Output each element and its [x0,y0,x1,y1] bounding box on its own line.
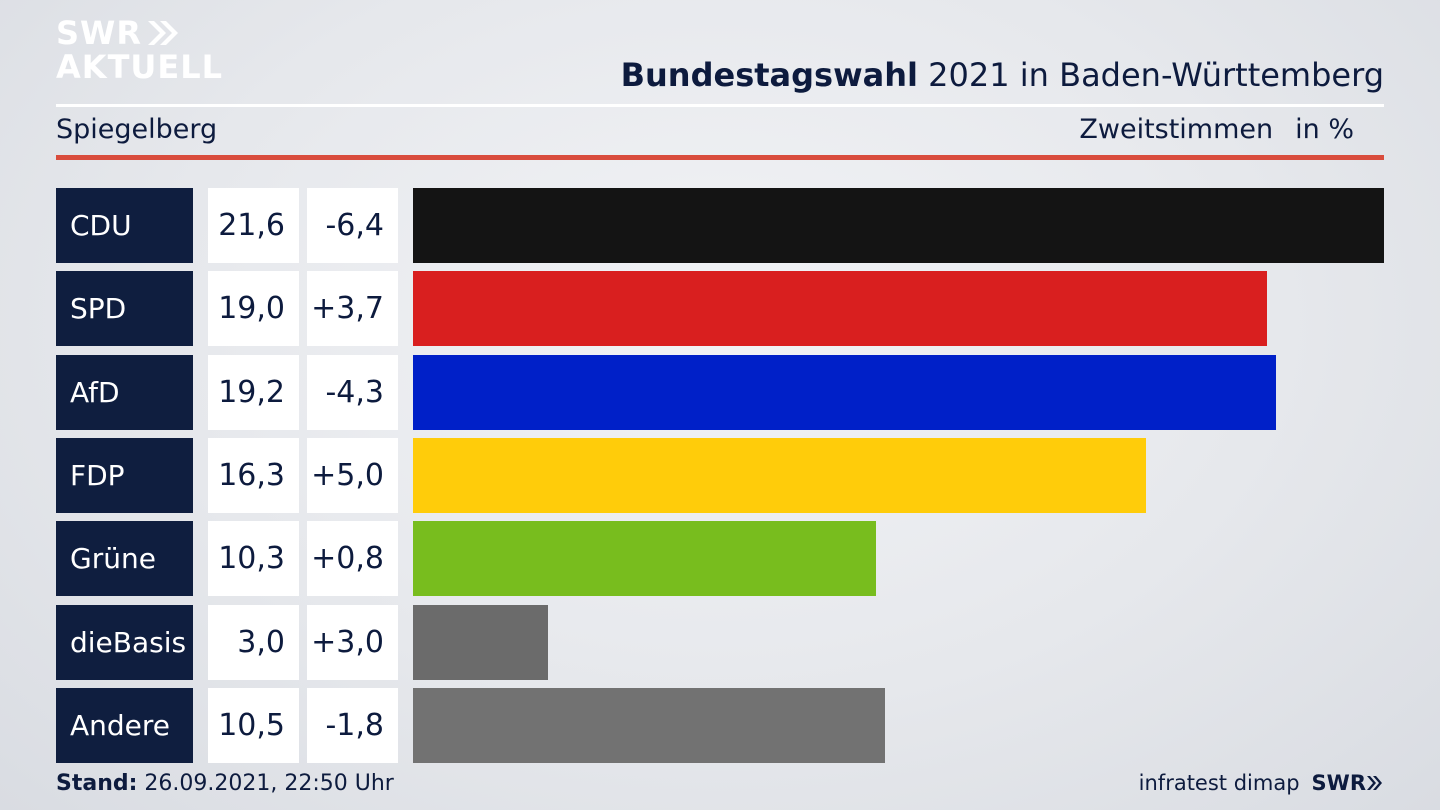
party-label: AfD [56,355,193,430]
result-bar [413,605,548,680]
logo-line2: AKTUELL [56,48,224,86]
change-label: -6,4 [307,188,398,263]
footer-credits: infratest dimap SWR [1139,771,1384,795]
chart-headline: Bundestagswahl 2021 in Baden-Württemberg [621,56,1384,94]
change-label: +3,0 [307,605,398,680]
swr-brand-logo: SWR [1312,771,1384,795]
result-bar [413,688,885,763]
stand-label: Stand: [56,771,138,796]
swr-brand-text: SWR [1311,771,1366,795]
source-credit: infratest dimap [1138,771,1300,795]
change-label: -1,8 [307,688,398,763]
result-row: AfD 19,2 -4,3 [56,355,1384,430]
logo-line1: SWR [56,14,142,52]
party-label: FDP [56,438,193,513]
vote-share-label: 10,5 [208,688,299,763]
party-label: Andere [56,688,193,763]
result-bar [413,188,1384,263]
vote-share-label: 19,2 [208,355,299,430]
swr-chevrons-small-icon [1367,776,1382,790]
party-label: dieBasis [56,605,193,680]
timestamp: Stand: 26.09.2021, 22:50 Uhr [56,771,394,796]
swr-aktuell-logo: SWR AKTUELL [56,16,223,84]
metric-label: Zweitstimmen [1079,114,1274,145]
result-row: Andere 10,5 -1,8 [56,688,1384,763]
result-row: Grüne 10,3 +0,8 [56,521,1384,596]
vote-share-label: 10,3 [208,521,299,596]
result-row: dieBasis 3,0 +3,0 [56,605,1384,680]
change-label: +3,7 [307,271,398,346]
header-divider [56,104,1384,107]
metric-header: Zweitstimmen in % [1079,114,1354,145]
headline-bold: Bundestagswahl [620,56,918,94]
accent-divider [56,155,1384,160]
change-label: -4,3 [307,355,398,430]
result-row: CDU 21,6 -6,4 [56,188,1384,263]
vote-share-label: 16,3 [208,438,299,513]
swr-chevrons-icon [147,21,178,45]
change-label: +0,8 [307,521,398,596]
region-name: Spiegelberg [56,114,218,145]
result-row: FDP 16,3 +5,0 [56,438,1384,513]
metric-unit: in % [1295,114,1354,145]
change-label: +5,0 [307,438,398,513]
party-label: CDU [56,188,193,263]
result-row: SPD 19,0 +3,7 [56,271,1384,346]
stand-value: 26.09.2021, 22:50 Uhr [137,771,394,796]
result-bar [413,355,1276,430]
vote-share-label: 3,0 [208,605,299,680]
party-label: Grüne [56,521,193,596]
result-bar [413,438,1146,513]
vote-share-label: 21,6 [208,188,299,263]
result-bar [413,271,1267,346]
vote-share-label: 19,0 [208,271,299,346]
headline-rest: 2021 in Baden-Württemberg [917,56,1384,94]
result-bar [413,521,876,596]
party-label: SPD [56,271,193,346]
